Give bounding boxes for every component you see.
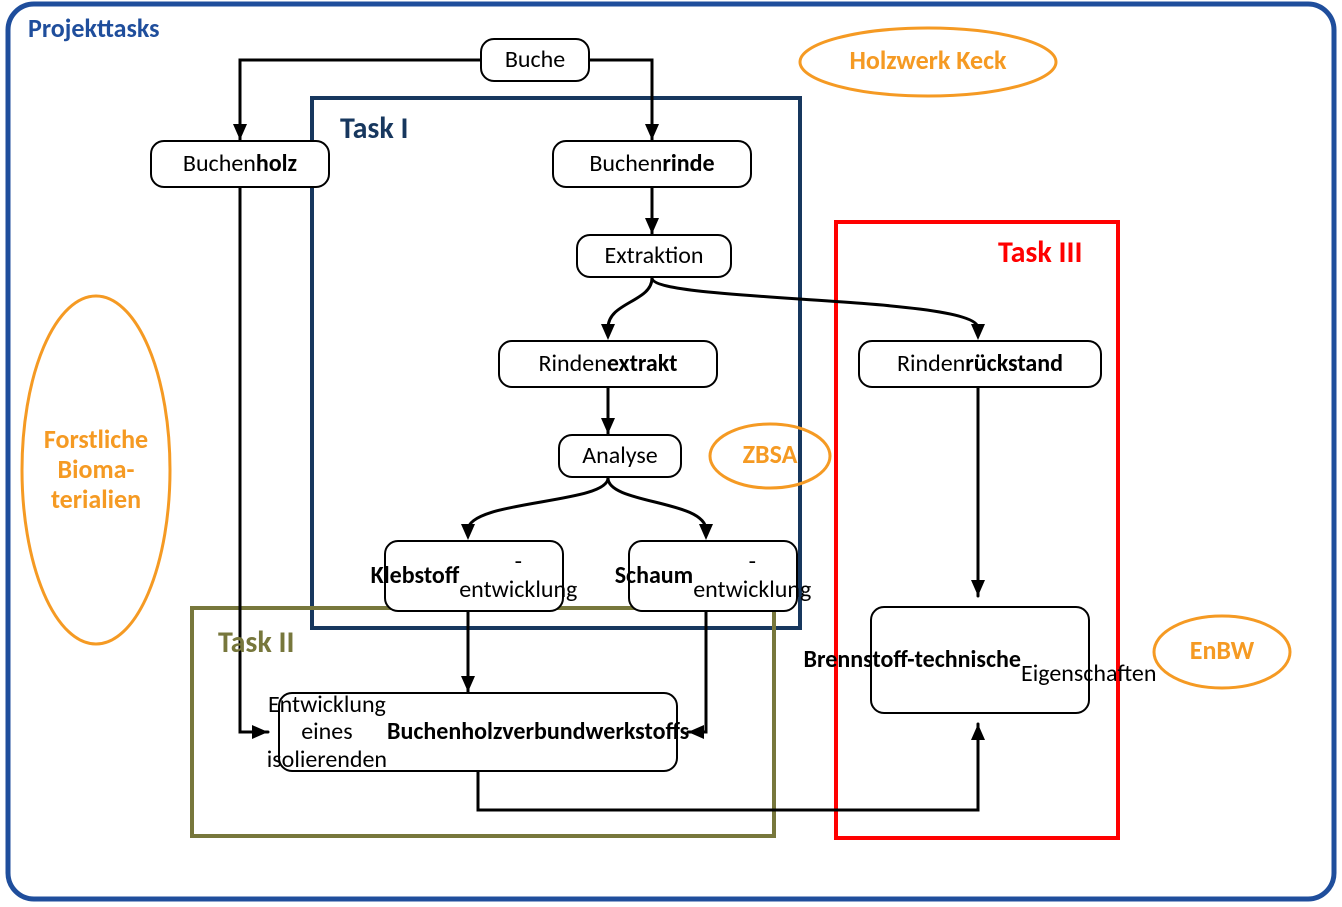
task1-label: Task I — [340, 110, 409, 147]
partner-forst: ForstlicheBioma-terialien — [21, 425, 171, 515]
node-rindenrueck: Rindenrückstand — [858, 340, 1102, 388]
outer-frame-title: Projekttasks — [28, 12, 159, 44]
node-buche: Buche — [480, 38, 590, 82]
node-brennstoff: Brennstoff-technischeEigenschaften — [870, 606, 1090, 714]
partner-enbw: EnBW — [1157, 636, 1287, 666]
task3-label: Task III — [998, 234, 1083, 271]
diagram-stage: Projekttasks Task I Task II Task III Holzwer… — [0, 0, 1342, 907]
node-buchenrinde: Buchenrinde — [552, 140, 752, 188]
node-entwicklung: Entwicklung eines isolierendenBuchenholz… — [278, 692, 678, 772]
node-buchenholz: Buchenholz — [150, 140, 330, 188]
node-rindenextrakt: Rindenextrakt — [498, 340, 718, 388]
node-schaum: Schaum-entwicklung — [628, 540, 798, 612]
task2-label: Task II — [218, 624, 295, 661]
partner-holzwerk: Holzwerk Keck — [808, 46, 1048, 76]
node-extraktion: Extraktion — [576, 234, 732, 278]
node-klebstoff: Klebstoff-entwicklung — [384, 540, 564, 612]
partner-zbsa: ZBSA — [710, 440, 830, 470]
node-analyse: Analyse — [558, 434, 682, 478]
